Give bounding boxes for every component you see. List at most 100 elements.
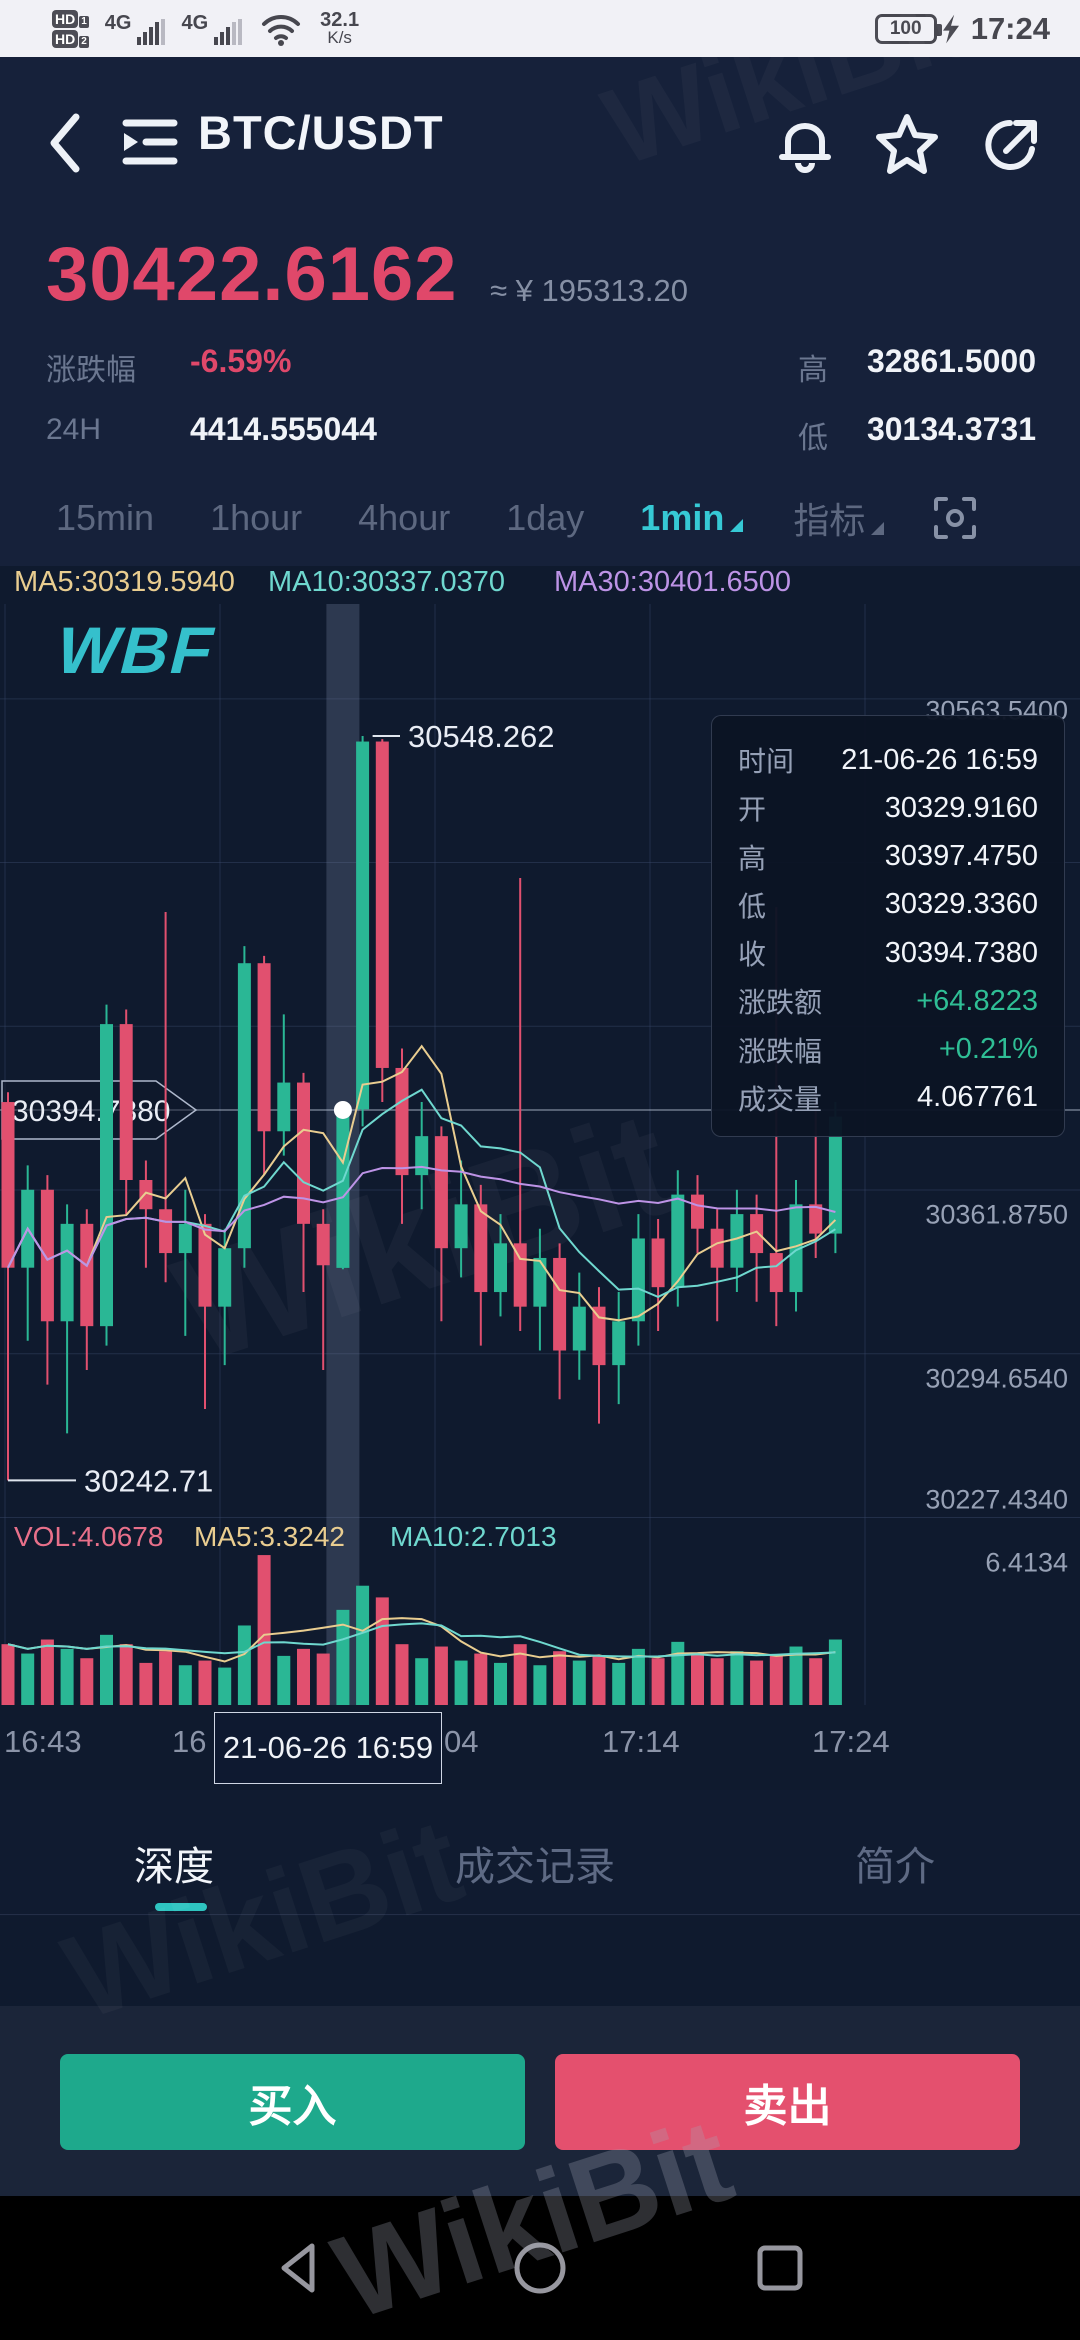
battery-icon: 100 [874,13,942,44]
hd2-label: HD [52,29,79,48]
vol-axis-label: 6.4134 [985,1547,1068,1578]
tooltip-label: 时间 [738,746,795,777]
tooltip-row: 成交量 4.067761 [738,1078,1038,1118]
tooltip-row: 收 30394.7380 [738,933,1038,973]
time-tick: 17:24 [812,1724,890,1759]
interval-tab-4hour[interactable]: 4hour [358,497,451,538]
ma30-legend: MA30:30401.6500 [554,566,792,598]
selected-time-box: 21-06-26 16:59 [214,1712,442,1784]
indicator-label: 指标 [793,500,866,541]
tooltip-row: 低 30329.3360 [738,885,1038,925]
divider [0,1914,1080,1915]
candlestick-chart[interactable]: WBF 30394.7380 30548.262 30242.71 30563.54… [0,604,1080,1710]
back-icon[interactable] [44,111,88,175]
signal-sim1-icon: 4G [105,12,166,45]
price-axis-label: 30294.6540 [925,1363,1068,1394]
high-value: 32861.5000 [866,343,1036,379]
wbf-logo: WBF [48,613,224,687]
charging-icon [942,14,959,43]
bottom-tab-3[interactable]: 简介 [855,1845,935,1889]
hd-indicators: HD 1 HD 2 [52,9,89,48]
interval-tab-1min[interactable]: 1min [640,497,744,539]
interval-tabs: 15min 1hour 4hour 1day 1min 指标 [0,470,1080,566]
ma-legend: MA5:30319.5940 MA10:30337.0370 MA30:3040… [0,566,1080,606]
fullscreen-icon[interactable] [932,495,978,541]
low-value: 30134.3731 [866,411,1036,447]
net2-label: 4G [181,12,209,34]
last-price: 30422.6162 [46,232,458,317]
status-right: 100 17:24 [874,0,1050,57]
action-bar: 买入 卖出 [0,2006,1080,2196]
tooltip-label: 收 [738,939,767,971]
hd2-sim: 2 [79,35,89,48]
wifi-icon [262,14,301,46]
nav-home-icon[interactable] [512,2240,568,2296]
alert-bell-icon[interactable] [776,113,834,175]
hd1-sim: 1 [79,15,89,28]
tooltip-label: 开 [738,794,767,826]
time-tick: 16 [172,1724,207,1759]
nav-recents-icon[interactable] [752,2240,808,2296]
time-tick: 17:14 [602,1724,680,1759]
tooltip-value: 21-06-26 16:59 [841,743,1038,776]
indicator-tab[interactable]: 指标 [793,492,885,544]
tab-underline [155,1903,207,1911]
pair-title: BTC/USDT [198,106,444,159]
candle-tooltip: 时间 21-06-26 16:59 开 30329.9160 高 30397.4750 低 3… [711,715,1065,1137]
tooltip-value: +64.8223 [916,984,1038,1017]
signal-bars2-icon [214,19,243,45]
favorite-star-icon[interactable] [876,113,938,175]
chevron-down-icon [871,522,885,535]
interval-tab-1hour[interactable]: 1hour [210,497,303,538]
clock: 17:24 [970,10,1050,46]
nav-back-icon[interactable] [272,2240,328,2296]
tooltip-value: 30397.4750 [884,840,1038,873]
tooltip-label: 高 [738,842,767,874]
net1-label: 4G [104,12,132,34]
vol-ma5-legend: MA5:3.3242 [194,1521,345,1552]
battery-level: 100 [889,17,922,39]
approx-cny: ≈ ¥ 195313.20 [490,273,689,308]
hd1-label: HD [52,9,79,28]
price-axis-label: 30227.4340 [925,1484,1068,1515]
svg-text:30394.7380: 30394.7380 [12,1095,171,1128]
ma5-legend: MA5:30319.5940 [14,566,235,598]
time-tick: 16:43 [4,1724,82,1759]
status-bar: HD 1 HD 2 4G 4G [0,0,1080,57]
price-axis-label: 30361.8750 [925,1199,1068,1230]
interval-tab-1day[interactable]: 1day [506,497,585,538]
ma10-legend: MA10:30337.0370 [268,566,506,598]
chart-canvas[interactable]: 30394.7380 30548.262 30242.71 [0,604,1080,1710]
network-speed: 32.1 K/s [320,8,360,47]
time-tick: 04 [444,1724,479,1759]
signal-sim2-icon: 4G [181,12,243,45]
bottom-tab-2[interactable]: 成交记录 [455,1845,615,1889]
signal-bars-icon [137,19,166,45]
tooltip-value: 30394.7380 [884,936,1038,969]
status-left: HD 1 HD 2 4G 4G [52,8,360,48]
tooltip-row: 开 30329.9160 [738,788,1038,828]
bottom-tab-1[interactable]: 深度 [134,1845,214,1889]
sell-button[interactable]: 卖出 [555,2054,1020,2150]
tooltip-row: 高 30397.4750 [738,837,1038,877]
svg-text:30242.71: 30242.71 [84,1463,213,1498]
market-list-icon[interactable] [118,111,180,173]
svg-text:30548.262: 30548.262 [408,719,555,754]
chevron-down-icon [730,519,744,532]
vol24-value: 4414.555044 [190,411,377,447]
interval-tab-15min[interactable]: 15min [56,497,155,538]
android-navbar [0,2196,1080,2340]
tooltip-value: +0.21% [938,1033,1038,1066]
speed-unit: K/s [327,27,352,47]
buy-button[interactable]: 买入 [60,2054,525,2150]
bottom-tabs-section: 深度 成交记录 简介 [0,1790,1080,1916]
hd1-icon: HD 1 [52,9,89,28]
time-axis: 21-06-26 16:59 16:43 16 04 17:14 17:24 [0,1710,1080,1790]
vol24-label: 24H [46,413,102,446]
vol-ma10-legend: MA10:2.7013 [390,1521,557,1552]
tooltip-label: 涨跌额 [738,987,823,1019]
share-icon[interactable] [980,113,1042,175]
speed-value: 32.1 [320,8,360,31]
tooltip-row: 涨跌幅 +0.21% [738,1030,1038,1070]
